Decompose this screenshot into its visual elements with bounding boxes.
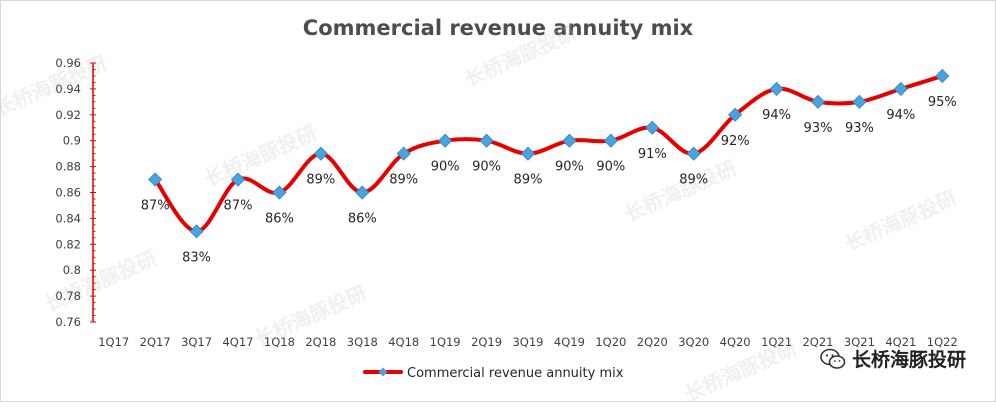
data-label: 89% bbox=[389, 173, 418, 188]
x-tick-label: 3Q21 bbox=[844, 335, 875, 349]
x-tick-label: 1Q18 bbox=[264, 335, 295, 349]
data-point-marker bbox=[189, 224, 204, 239]
x-tick-label: 2Q20 bbox=[637, 335, 668, 349]
data-point-marker bbox=[645, 120, 660, 135]
data-label: 86% bbox=[265, 212, 294, 227]
data-label: 83% bbox=[182, 250, 211, 265]
x-tick-label: 4Q21 bbox=[885, 335, 916, 349]
data-label: 90% bbox=[472, 160, 501, 175]
data-point-marker bbox=[520, 146, 536, 161]
data-label: 89% bbox=[306, 173, 335, 188]
data-label: 94% bbox=[886, 108, 915, 123]
y-tick-label: 0.8 bbox=[63, 263, 81, 277]
data-point-marker bbox=[313, 146, 328, 161]
x-tick-label: 3Q17 bbox=[181, 335, 212, 349]
brand-name: 长桥海豚投研 bbox=[851, 349, 966, 371]
y-tick-label: 0.88 bbox=[55, 160, 81, 174]
data-point-marker bbox=[810, 94, 826, 109]
x-tick-label: 1Q17 bbox=[98, 335, 129, 349]
x-tick-label: 4Q20 bbox=[720, 335, 751, 349]
data-label: 90% bbox=[555, 160, 584, 175]
data-point-marker bbox=[396, 146, 411, 161]
data-label: 93% bbox=[804, 121, 833, 136]
y-tick-label: 0.94 bbox=[55, 82, 81, 96]
x-tick-label: 2Q19 bbox=[471, 335, 502, 349]
data-point-marker bbox=[272, 185, 287, 200]
x-tick-label: 4Q18 bbox=[388, 335, 419, 349]
data-label: 86% bbox=[348, 212, 377, 227]
data-point-marker bbox=[852, 94, 867, 109]
y-tick-label: 0.9 bbox=[63, 134, 81, 148]
x-tick-label: 2Q18 bbox=[305, 335, 336, 349]
data-point-marker bbox=[686, 146, 701, 161]
data-label: 89% bbox=[679, 173, 708, 188]
data-label: 89% bbox=[514, 173, 543, 188]
data-label: 92% bbox=[721, 134, 750, 149]
data-point-marker bbox=[148, 172, 163, 187]
y-tick-label: 0.82 bbox=[55, 237, 81, 251]
data-point-marker bbox=[935, 68, 950, 84]
data-point-marker bbox=[438, 133, 453, 148]
data-label: 91% bbox=[638, 147, 667, 162]
y-tick-label: 0.96 bbox=[55, 56, 81, 70]
brand-logo: 长桥海豚投研 bbox=[820, 345, 966, 372]
data-label: 93% bbox=[845, 121, 874, 136]
y-tick-label: 0.76 bbox=[55, 315, 81, 329]
data-label: 87% bbox=[141, 199, 170, 214]
x-tick-label: 3Q19 bbox=[512, 335, 543, 349]
wechat-icon bbox=[820, 348, 846, 370]
x-tick-label: 1Q22 bbox=[927, 335, 958, 349]
x-tick-label: 2Q21 bbox=[802, 335, 833, 349]
data-label: 90% bbox=[431, 160, 460, 175]
chart-title: Commercial revenue annuity mix bbox=[302, 16, 694, 40]
x-tick-label: 4Q19 bbox=[554, 335, 585, 349]
legend-label: Commercial revenue annuity mix bbox=[407, 366, 624, 381]
y-tick-label: 0.92 bbox=[55, 108, 81, 122]
x-tick-label: 1Q20 bbox=[595, 335, 626, 349]
y-tick-label: 0.86 bbox=[55, 186, 81, 200]
series-line bbox=[153, 73, 945, 234]
data-label: 95% bbox=[928, 95, 957, 110]
x-tick-label: 4Q17 bbox=[222, 335, 253, 349]
data-point-marker bbox=[893, 81, 908, 96]
x-tick-label: 3Q20 bbox=[678, 335, 709, 349]
data-label: 90% bbox=[596, 160, 625, 175]
data-point-marker bbox=[562, 133, 577, 148]
data-point-marker bbox=[603, 133, 618, 148]
data-point-marker bbox=[355, 185, 370, 200]
x-tick-label: 3Q18 bbox=[347, 335, 378, 349]
data-point-marker bbox=[728, 107, 743, 122]
x-tick-label: 1Q19 bbox=[430, 335, 461, 349]
data-point-marker bbox=[769, 81, 784, 96]
legend-marker bbox=[378, 367, 388, 377]
data-point-marker bbox=[230, 172, 246, 187]
y-tick-label: 0.84 bbox=[55, 211, 81, 225]
y-tick-label: 0.78 bbox=[55, 289, 81, 303]
x-tick-label: 1Q21 bbox=[761, 335, 792, 349]
x-tick-label: 2Q17 bbox=[140, 335, 171, 349]
data-point-marker bbox=[479, 133, 494, 148]
data-label: 94% bbox=[762, 108, 791, 123]
data-label: 87% bbox=[224, 199, 253, 214]
